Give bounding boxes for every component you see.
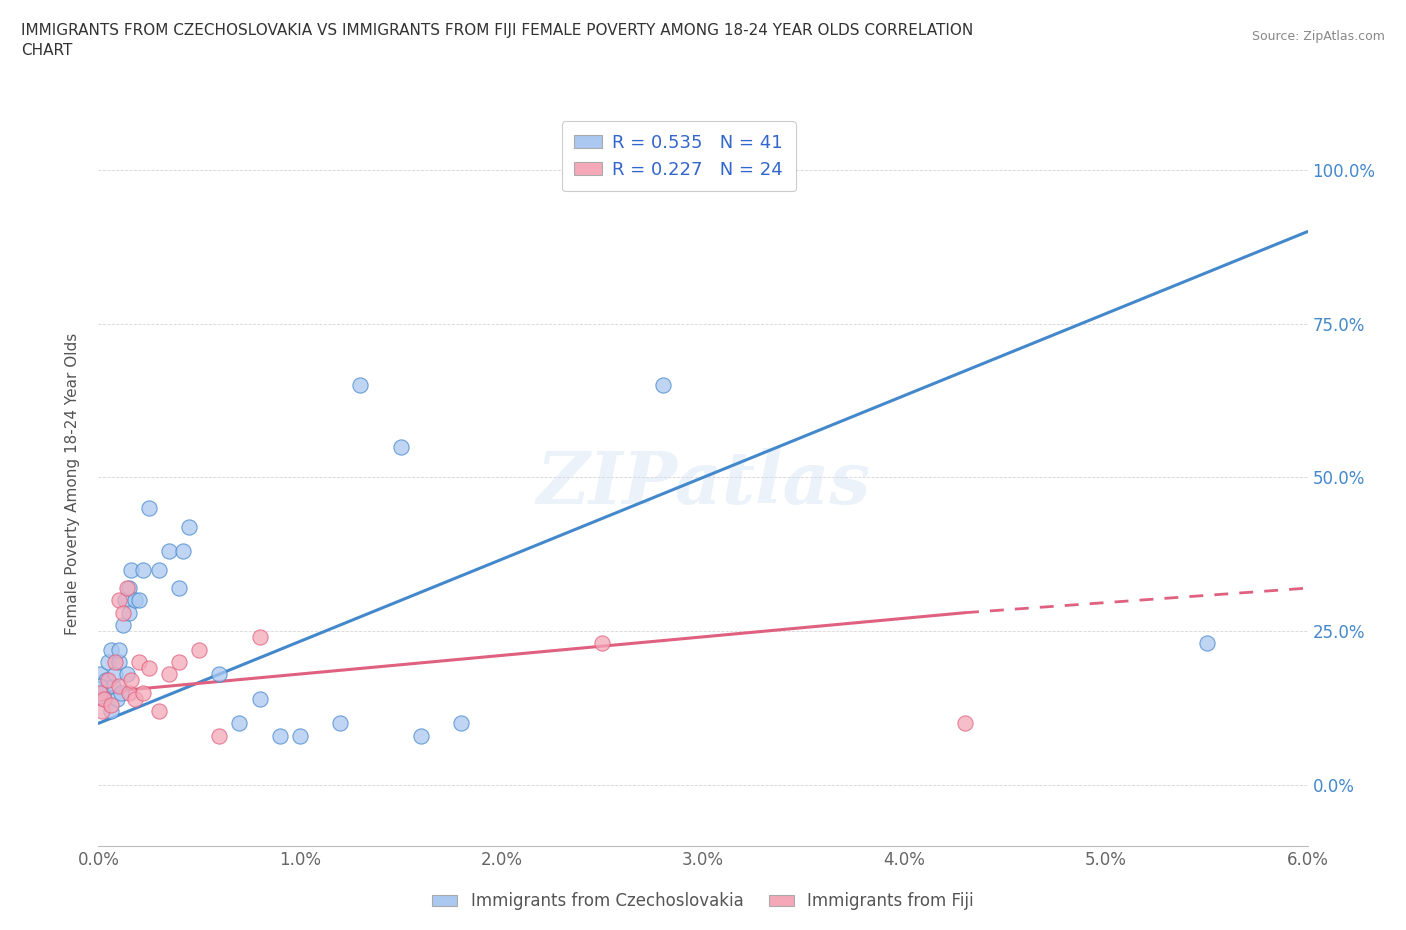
Point [249, 691, 271, 706]
Point [118, 685, 141, 700]
Point [89, 679, 111, 694]
Point [138, 500, 160, 515]
Point [128, 655, 150, 670]
Point [107, 593, 129, 608]
Point [107, 642, 129, 657]
Point [89, 685, 111, 700]
Point [93, 691, 115, 706]
Point [132, 563, 155, 578]
Point [120, 673, 142, 688]
Point [114, 593, 136, 608]
Point [110, 685, 132, 700]
Legend: R = 0.535   N = 41, R = 0.227   N = 24: R = 0.535 N = 41, R = 0.227 N = 24 [562, 121, 796, 192]
Point [228, 716, 250, 731]
Y-axis label: Female Poverty Among 18-24 Year Olds: Female Poverty Among 18-24 Year Olds [65, 333, 80, 634]
Point [89, 667, 111, 682]
Point [157, 544, 180, 559]
Point [118, 605, 141, 620]
Point [188, 642, 211, 657]
Point [91, 704, 114, 719]
Point [93, 691, 115, 706]
Point [103, 655, 125, 670]
Point [100, 698, 122, 712]
Point [172, 544, 194, 559]
Point [120, 563, 142, 578]
Point [389, 439, 412, 454]
Point [97, 655, 120, 670]
Point [124, 691, 146, 706]
Point [96, 673, 118, 688]
Point [132, 685, 155, 700]
Point [124, 593, 146, 608]
Point [115, 667, 138, 682]
Text: IMMIGRANTS FROM CZECHOSLOVAKIA VS IMMIGRANTS FROM FIJI FEMALE POVERTY AMONG 18-2: IMMIGRANTS FROM CZECHOSLOVAKIA VS IMMIGR… [21, 23, 973, 58]
Point [651, 378, 673, 392]
Point [167, 580, 190, 595]
Point [409, 728, 432, 743]
Point [349, 378, 371, 392]
Point [148, 563, 170, 578]
Point [157, 667, 180, 682]
Point [208, 667, 231, 682]
Point [269, 728, 291, 743]
Point [167, 655, 190, 670]
Point [118, 580, 141, 595]
Point [115, 580, 138, 595]
Point [179, 519, 201, 534]
Text: ZIPatlas: ZIPatlas [536, 448, 870, 519]
Point [591, 636, 613, 651]
Point [138, 660, 160, 675]
Point [101, 679, 124, 694]
Point [97, 673, 120, 688]
Point [288, 728, 311, 743]
Point [103, 667, 125, 682]
Point [111, 605, 134, 620]
Point [329, 716, 352, 731]
Point [1195, 636, 1218, 651]
Point [111, 618, 134, 632]
Point [107, 655, 129, 670]
Point [128, 593, 150, 608]
Point [105, 691, 128, 706]
Point [100, 642, 122, 657]
Point [91, 685, 114, 700]
Point [100, 704, 122, 719]
Point [107, 679, 129, 694]
Point [450, 716, 472, 731]
Point [953, 716, 976, 731]
Legend: Immigrants from Czechoslovakia, Immigrants from Fiji: Immigrants from Czechoslovakia, Immigran… [426, 885, 980, 917]
Point [208, 728, 231, 743]
Point [148, 704, 170, 719]
Point [249, 630, 271, 644]
Text: Source: ZipAtlas.com: Source: ZipAtlas.com [1251, 30, 1385, 43]
